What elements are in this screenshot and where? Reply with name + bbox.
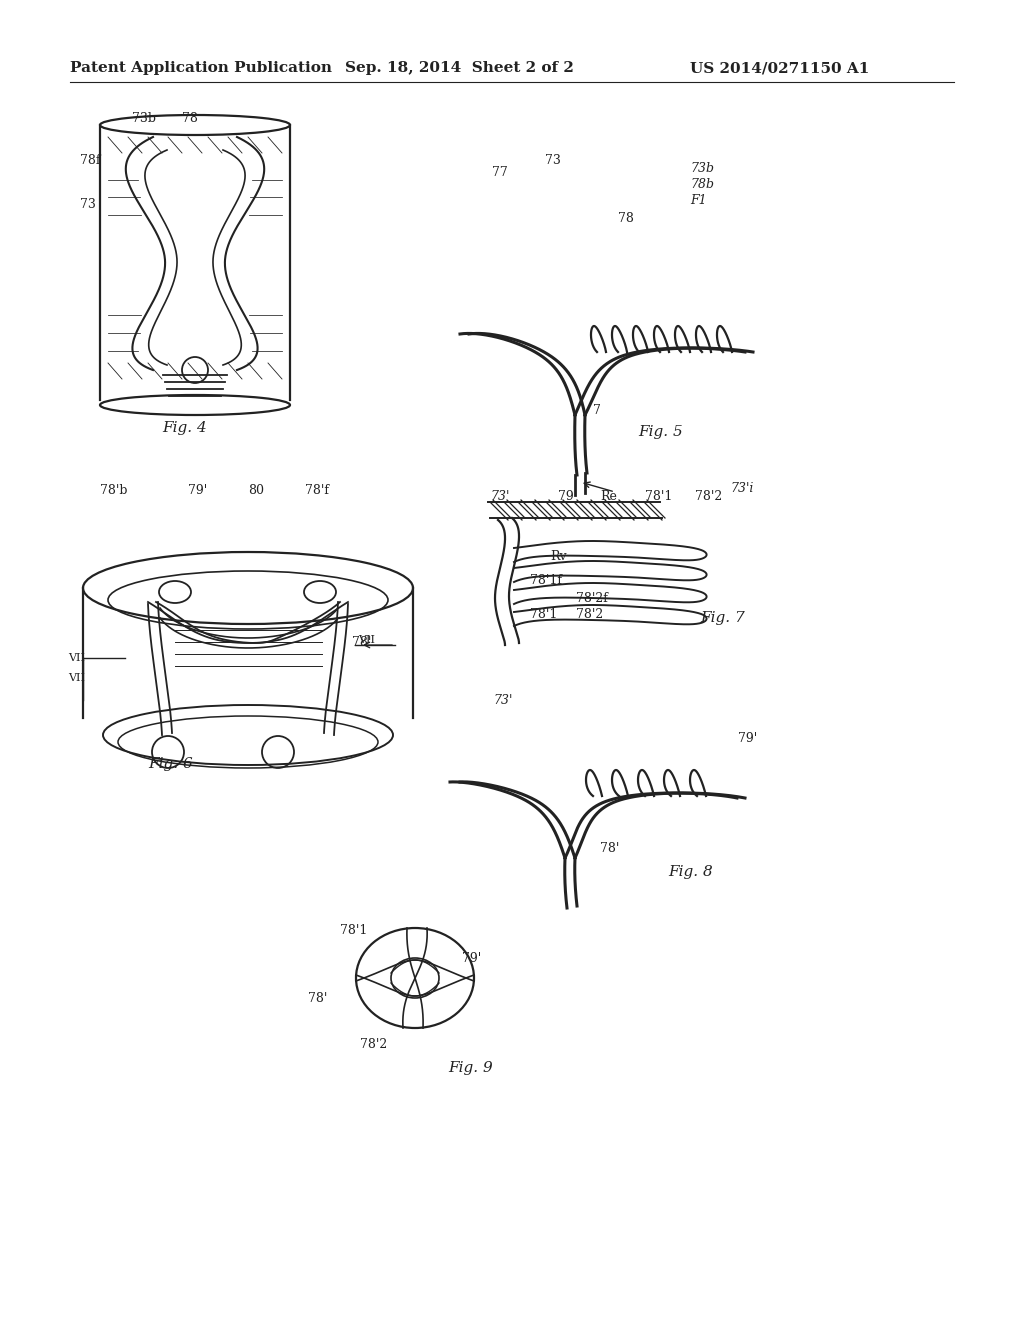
Text: Fig. 7: Fig. 7 [700,611,744,624]
Text: 73: 73 [545,153,561,166]
Text: 78'f: 78'f [305,483,329,496]
Text: 73b: 73b [690,161,714,174]
Text: 7: 7 [593,404,601,417]
Text: 78'1: 78'1 [645,490,673,503]
Text: Fig. 6: Fig. 6 [148,756,193,771]
Text: Fig. 9: Fig. 9 [449,1061,493,1074]
Text: 73': 73' [493,693,512,706]
Text: 79': 79' [462,952,481,965]
Text: F1: F1 [690,194,707,206]
Text: 78': 78' [308,991,328,1005]
Text: VII: VII [68,653,85,663]
Text: 78: 78 [618,211,634,224]
Text: 78'2f: 78'2f [575,591,608,605]
Text: 78'2: 78'2 [360,1039,387,1052]
Text: Fig. 8: Fig. 8 [668,865,713,879]
Text: VII: VII [68,673,85,682]
Text: 79': 79' [188,483,207,496]
Text: 78: 78 [182,111,198,124]
Text: Sep. 18, 2014  Sheet 2 of 2: Sep. 18, 2014 Sheet 2 of 2 [345,61,573,75]
Text: Patent Application Publication: Patent Application Publication [70,61,332,75]
Text: Rv: Rv [550,549,566,562]
Text: 73': 73' [490,490,509,503]
Text: VII: VII [358,635,375,645]
Text: 78'2: 78'2 [695,490,722,503]
Text: 78'1f: 78'1f [530,573,562,586]
Text: 78f: 78f [80,153,100,166]
Text: 73'i: 73'i [730,482,754,495]
Text: 73: 73 [80,198,96,211]
Text: 78b: 78b [690,178,714,191]
Text: 78': 78' [600,842,620,854]
Text: 78'1: 78'1 [340,924,368,936]
Text: 80: 80 [248,483,264,496]
Text: US 2014/0271150 A1: US 2014/0271150 A1 [690,61,869,75]
Ellipse shape [304,581,336,603]
Text: 78': 78' [352,635,372,648]
Text: Re: Re [600,490,616,503]
Text: 79': 79' [558,490,578,503]
Text: 78'b: 78'b [100,483,128,496]
Text: Fig. 4: Fig. 4 [162,421,207,436]
Ellipse shape [159,581,191,603]
Text: 78'2: 78'2 [575,609,603,622]
Text: 79': 79' [738,731,758,744]
Text: Fig. 5: Fig. 5 [638,425,683,440]
Text: 78'1: 78'1 [530,609,557,622]
Text: 77: 77 [492,165,508,178]
Text: 73b: 73b [132,111,156,124]
